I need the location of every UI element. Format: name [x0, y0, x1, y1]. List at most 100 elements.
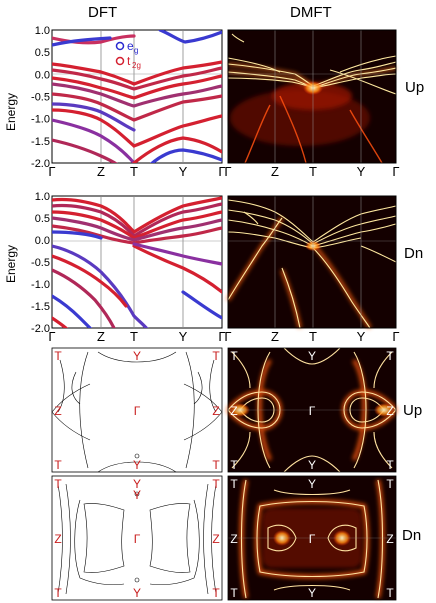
dmft-fermi-up-contour	[283, 347, 341, 365]
xtick-label-dmft-dn: T	[309, 329, 317, 344]
dft-fermi-up-arc-right	[185, 351, 195, 469]
dft-fermi-up-point-label: Γ	[134, 404, 141, 418]
xtick-label-dft-up: Γ	[48, 164, 55, 179]
dft-fermi-up-point-label: Y	[133, 349, 141, 363]
dft-up-band	[52, 60, 222, 86]
dmft-fermi-up-contour	[283, 455, 341, 473]
dft-fermi-dn-point-label: T	[54, 586, 62, 600]
dft-fermi-up-point-label: T	[212, 458, 220, 472]
ytick-label-up: 0.0	[35, 69, 50, 81]
xtick-label-dmft-up: T	[309, 164, 317, 179]
dmft-dn-bg	[228, 196, 396, 328]
xtick-label-dft-up: Y	[179, 164, 188, 179]
dft-fermi-up-point-label: Z	[54, 404, 61, 418]
dmft-dn-band	[360, 245, 397, 263]
dmft-dn-frame	[227, 195, 397, 329]
dmft-fermi-up-frame	[227, 347, 397, 473]
dft-up-band	[52, 74, 222, 100]
spin-dn-label: Dn	[404, 245, 424, 262]
dft-fermi-dn-point-label: T	[54, 477, 62, 491]
dmft-dn-band	[227, 217, 283, 301]
dmft-fermi-up-point-label: Z	[230, 404, 237, 418]
dft-up-band	[52, 36, 112, 47]
legend-t2g-main: t	[127, 54, 131, 68]
dmft-fermi-dn-point-label: Y	[308, 477, 316, 491]
ytick-label-up: -1.0	[31, 114, 50, 126]
dmft-fermi-up-point-label: Y	[308, 458, 316, 472]
dft-up-band	[52, 138, 118, 163]
dft-fermi-dn-point-label: Y	[133, 477, 141, 491]
dft-fermi-up-point-label: T	[54, 458, 62, 472]
dft-fermi-dn-strip-right	[211, 483, 217, 595]
dft-band-panel-up: e g t 2g	[51, 29, 223, 164]
dft-dn-band	[52, 254, 128, 308]
dft-fermi-dn-strip-right-b	[203, 483, 209, 595]
dmft-dn-band	[227, 231, 362, 249]
dft-fermi-up-diamond-right	[183, 383, 223, 413]
dft-fermi-up-bottom-lens	[97, 461, 177, 473]
dft-fermi-dn-outer-right	[149, 499, 200, 586]
dmft-band-panel-dn	[226, 195, 397, 330]
dmft-fermi-up-contour	[373, 431, 393, 469]
dmft-fermi-up-point-label: T	[386, 349, 394, 363]
dmft-fermi-dn-contour	[273, 585, 351, 591]
dft-fermi-up-arc-left-inner	[57, 359, 65, 413]
dft-fermi-up-arc-right-inner	[209, 359, 217, 413]
band-up-ylabel: Energy	[4, 93, 18, 131]
dft-fermi-panel-up	[51, 347, 223, 473]
dmft-fermi-up-point-label: T	[230, 349, 238, 363]
dft-fermi-dn-point-label: Γ	[134, 532, 141, 546]
dmft-fermi-up-contour	[257, 351, 271, 469]
ytick-label-up: -0.5	[31, 92, 50, 104]
dft-fermi-dn-extra-y-label: Y	[133, 488, 141, 502]
dft-fermi-up-diamond-left	[51, 411, 91, 441]
dft-fermi-dn-frame	[51, 475, 223, 601]
dmft-up-incoherent-glow	[272, 82, 352, 110]
dft-dn-band	[52, 316, 69, 328]
xtick-label-dmft-up: Z	[271, 164, 279, 179]
dft-fermi-up-arc-left	[79, 351, 89, 469]
xtick-label-dft-dn: Γ	[218, 329, 225, 344]
ytick-label-dn: -0.5	[31, 257, 50, 269]
legend-t2g-sub: 2g	[132, 61, 141, 70]
dmft-fermi-dn-contour	[273, 489, 351, 495]
ytick-label-up: -2.0	[31, 158, 50, 170]
dft-dn-band	[132, 242, 222, 266]
dmft-fermi-dn-point-label: Y	[308, 586, 316, 600]
dft-fermi-dn-outer-left	[74, 499, 125, 586]
legend-t2g-marker	[115, 56, 125, 66]
dft-fermi-dn-bottom-pocket	[134, 577, 140, 583]
dmft-fermi-panel-up	[226, 347, 398, 473]
ytick-label-up: -1.5	[31, 136, 50, 148]
band-dn-ylabel: Energy	[4, 245, 18, 283]
dmft-fermi-dn-point-label: Z	[386, 532, 393, 546]
dmft-fermi-up-contour	[231, 431, 251, 469]
dft-fermi-dn-pocket-left	[83, 503, 125, 573]
xtick-label-dft-up: Z	[97, 164, 105, 179]
dmft-header: DMFT	[290, 4, 332, 21]
dmft-fermi-dn-frame	[227, 475, 397, 601]
dmft-fermi-dn-point-label: T	[386, 477, 394, 491]
dmft-fermi-up-point-label: T	[230, 458, 238, 472]
legend-eg-main: e	[127, 39, 134, 53]
dmft-fermi-up-point-label: Γ	[309, 404, 316, 418]
xtick-label-dmft-dn: Γ	[392, 329, 399, 344]
dft-fermi-up-pocket	[134, 453, 140, 459]
dft-fermi-dn-point-label: Z	[212, 532, 219, 546]
axis-tick-labels: 1.0 1.0 0.5 0.5 0.0 0.0 -0.5 -0.5 -1.0 -1.0 -1.5 -1…	[31, 25, 400, 344]
ytick-label-dn: -1.5	[31, 301, 50, 313]
dmft-fermi-dn-point-label: Z	[230, 532, 237, 546]
dmft-up-band	[339, 55, 397, 73]
xtick-label-dft-dn: Γ	[48, 329, 55, 344]
dft-up-band	[132, 136, 222, 163]
legend-eg-sub: g	[134, 46, 138, 55]
xtick-label-dft-dn: Y	[179, 329, 188, 344]
xtick-label-dft-up: Γ	[218, 164, 225, 179]
dmft-up-band-dim	[244, 104, 271, 164]
dft-dn-band	[52, 196, 222, 235]
dft-up-band	[52, 118, 136, 163]
dft-fermi-up-point-label: T	[54, 349, 62, 363]
ytick-label-dn: 1.0	[35, 191, 50, 203]
dft-fermi-up-point-label: Y	[133, 458, 141, 472]
